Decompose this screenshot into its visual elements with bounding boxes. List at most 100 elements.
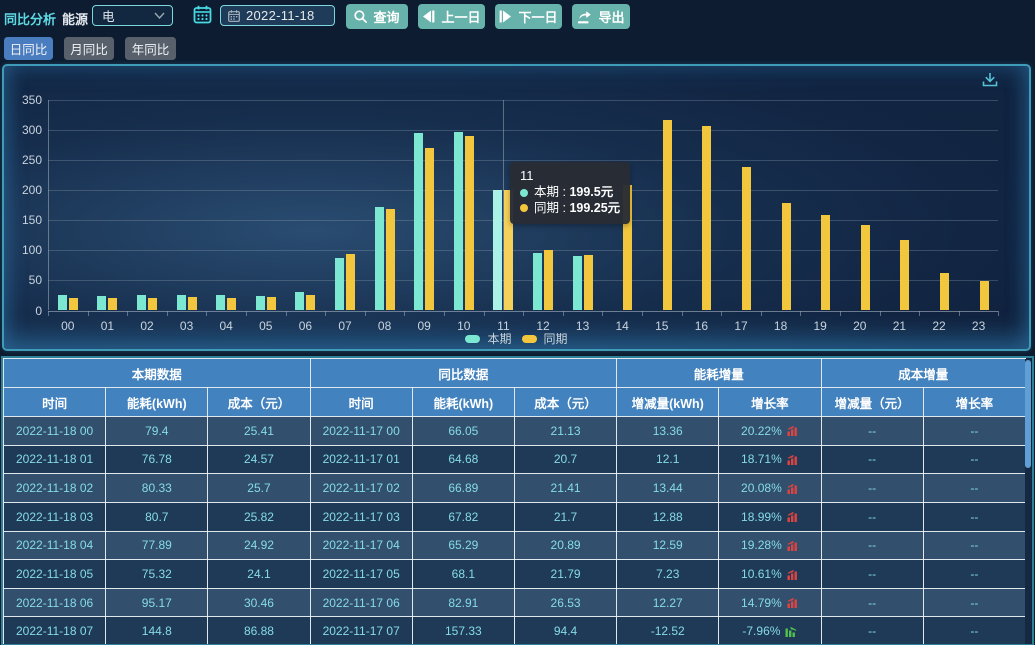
gridline-y-350 bbox=[48, 99, 999, 101]
next-day-icon bbox=[500, 10, 512, 23]
bar-同期-16[interactable] bbox=[702, 126, 712, 311]
export-button[interactable]: 导出 bbox=[572, 4, 630, 29]
x-axis-tick bbox=[87, 310, 89, 316]
bar-同期-18[interactable] bbox=[781, 203, 791, 311]
table-cell: 13.36 bbox=[616, 416, 720, 446]
bar-本期-11[interactable] bbox=[493, 190, 503, 311]
bar-同期-06[interactable] bbox=[306, 294, 316, 311]
bar-同期-10[interactable] bbox=[464, 136, 474, 311]
bar-同期-20[interactable] bbox=[860, 224, 870, 311]
tab-year-yoy[interactable]: 年同比 bbox=[125, 37, 176, 60]
table-cell: 21.13 bbox=[513, 416, 618, 446]
table-cell: -- bbox=[820, 616, 924, 644]
table-cell: 66.05 bbox=[411, 416, 515, 446]
bar-同期-04[interactable] bbox=[227, 297, 237, 311]
table-cell: 2022-11-18 05 bbox=[3, 559, 107, 589]
chevron-down-icon bbox=[154, 12, 165, 19]
table-scrollbar[interactable] bbox=[1025, 359, 1031, 644]
bar-本期-10[interactable] bbox=[453, 131, 463, 311]
bar-本期-00[interactable] bbox=[57, 295, 67, 311]
table-cell: 95.17 bbox=[105, 587, 209, 618]
table-cell: 82.91 bbox=[411, 587, 515, 618]
tab-day-yoy[interactable]: 日同比 bbox=[4, 37, 53, 60]
bar-同期-01[interactable] bbox=[108, 298, 118, 311]
bar-同期-14[interactable] bbox=[623, 185, 633, 311]
query-button[interactable]: 查询 bbox=[346, 4, 408, 29]
bar-同期-13[interactable] bbox=[583, 255, 593, 311]
bar-同期-12[interactable] bbox=[544, 249, 553, 311]
bar-同期-15[interactable] bbox=[662, 120, 672, 311]
y-axis-label: 300 bbox=[21, 122, 42, 137]
date-input[interactable]: 2022-11-18 bbox=[220, 5, 335, 26]
x-axis-tick bbox=[800, 310, 802, 316]
y-axis-label: 350 bbox=[21, 92, 42, 107]
bar-同期-22[interactable] bbox=[940, 273, 949, 311]
prev-day-button-label: 上一日 bbox=[441, 10, 481, 25]
bar-本期-05[interactable] bbox=[255, 295, 265, 311]
bar-同期-05[interactable] bbox=[266, 297, 276, 311]
bar-本期-02[interactable] bbox=[137, 295, 146, 311]
bar-同期-00[interactable] bbox=[68, 297, 78, 311]
bar-本期-08[interactable] bbox=[374, 206, 384, 311]
energy-select[interactable]: 电 bbox=[92, 5, 173, 26]
table-group-header: 成本增量 bbox=[820, 358, 1026, 388]
table-column-header: 成本（元） bbox=[207, 387, 311, 417]
table-group-header: 本期数据 bbox=[3, 358, 311, 388]
table-cell: 94.4 bbox=[513, 616, 618, 644]
x-axis-label: 17 bbox=[734, 318, 748, 333]
trend-up-icon bbox=[787, 483, 797, 494]
bar-chart[interactable]: 0 50 100 150 200 250 300 350 00 01 02 03 04 05 06 07 08 0… bbox=[4, 66, 1029, 349]
table-cell: 75.32 bbox=[105, 559, 209, 589]
next-day-button[interactable]: 下一日 bbox=[495, 4, 562, 29]
prev-day-button[interactable]: 上一日 bbox=[418, 4, 485, 29]
tooltip-crosshair-line bbox=[503, 99, 505, 311]
bar-同期-21[interactable] bbox=[900, 239, 910, 311]
table-cell: 2022-11-18 00 bbox=[3, 416, 107, 446]
bar-同期-17[interactable] bbox=[742, 167, 751, 311]
table-scrollbar-thumb[interactable] bbox=[1025, 360, 1031, 468]
download-icon[interactable] bbox=[982, 72, 998, 87]
bar-同期-08[interactable] bbox=[385, 209, 395, 311]
bar-同期-19[interactable] bbox=[821, 215, 831, 311]
table-cell: -- bbox=[922, 416, 1027, 446]
table-cell: -- bbox=[820, 530, 924, 561]
bar-同期-03[interactable] bbox=[187, 297, 197, 311]
bar-同期-11[interactable] bbox=[504, 190, 514, 311]
table-group-header: 能耗增量 bbox=[616, 358, 822, 388]
bar-本期-01[interactable] bbox=[97, 295, 107, 311]
x-axis-tick bbox=[127, 310, 129, 316]
trend-up-icon bbox=[787, 540, 797, 551]
bar-本期-13[interactable] bbox=[572, 256, 582, 311]
x-axis-label: 03 bbox=[179, 318, 194, 333]
bar-同期-02[interactable] bbox=[148, 297, 157, 311]
table-cell: 24.57 bbox=[207, 444, 311, 475]
y-axis-label: 50 bbox=[28, 273, 42, 288]
bar-本期-12[interactable] bbox=[533, 253, 542, 311]
x-axis-label: 12 bbox=[536, 318, 550, 333]
x-axis-tick bbox=[523, 310, 525, 316]
calendar-icon[interactable] bbox=[193, 5, 212, 24]
x-axis-tick bbox=[285, 310, 287, 316]
x-axis-label: 04 bbox=[219, 318, 233, 333]
gridline-y-50 bbox=[48, 280, 999, 282]
bar-本期-09[interactable] bbox=[414, 133, 424, 311]
bar-本期-06[interactable] bbox=[295, 292, 305, 311]
table-cell: 77.89 bbox=[105, 530, 209, 561]
bar-本期-03[interactable] bbox=[176, 294, 186, 311]
legend-item-current[interactable]: 本期 bbox=[465, 330, 512, 347]
tab-month-yoy[interactable]: 月同比 bbox=[64, 37, 114, 60]
legend-swatch-current bbox=[465, 334, 481, 343]
x-axis-tick bbox=[206, 310, 208, 316]
bar-本期-04[interactable] bbox=[216, 295, 226, 311]
table-cell: 86.88 bbox=[207, 616, 311, 644]
table-cell: 20.7 bbox=[513, 444, 618, 475]
x-axis-label: 08 bbox=[377, 318, 392, 333]
legend-item-previous[interactable]: 同期 bbox=[521, 330, 568, 347]
bar-同期-09[interactable] bbox=[425, 147, 435, 311]
table-cell: 2022-11-17 07 bbox=[309, 616, 413, 644]
bar-同期-23[interactable] bbox=[979, 280, 989, 311]
x-axis-tick bbox=[444, 310, 445, 316]
bar-本期-07[interactable] bbox=[335, 258, 344, 311]
gridline-y-250 bbox=[48, 159, 999, 161]
bar-同期-07[interactable] bbox=[346, 253, 355, 311]
